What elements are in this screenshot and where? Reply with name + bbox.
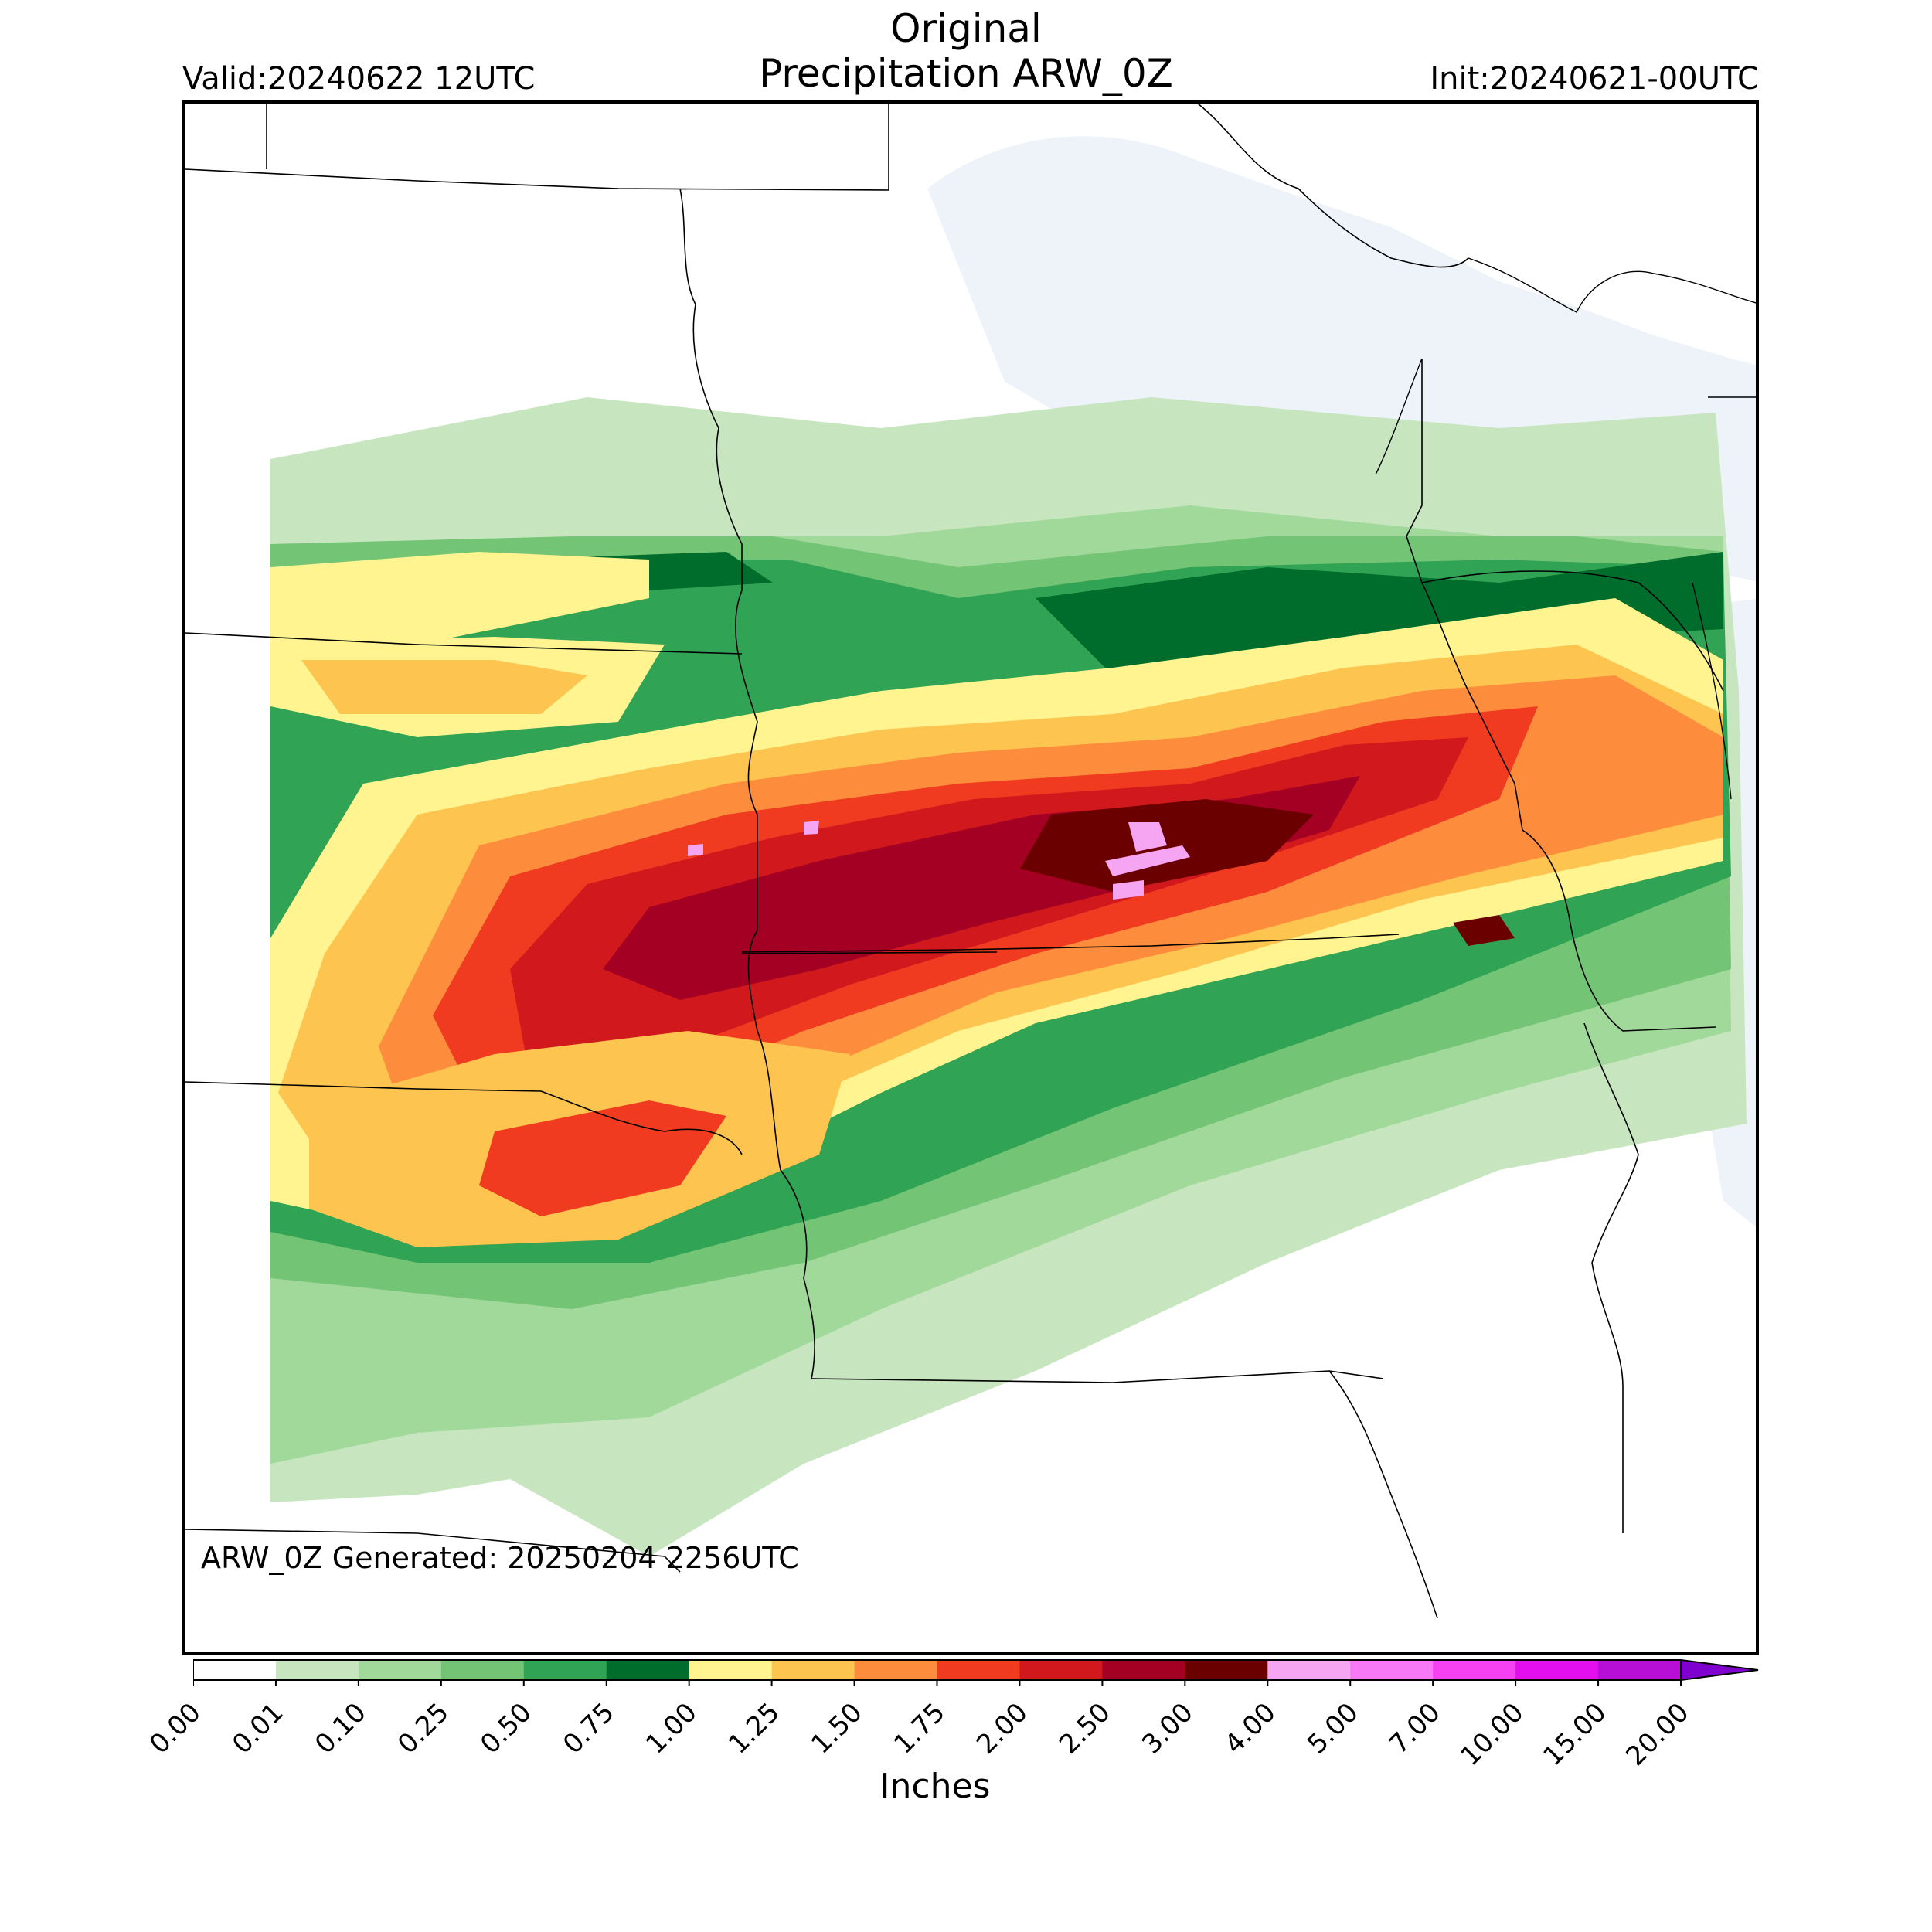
colorbar-label: Inches bbox=[879, 1767, 991, 1806]
colorbar-extend-arrow bbox=[1680, 1658, 1759, 1682]
colorbar-tick-label: 15.00 bbox=[1537, 1696, 1613, 1772]
colorbar-tick-label: 0.50 bbox=[474, 1696, 538, 1760]
colorbar-tick-label: 5.00 bbox=[1301, 1696, 1365, 1760]
political-boundaries bbox=[185, 104, 1756, 1619]
colorbar-swatch bbox=[854, 1660, 937, 1680]
colorbar-tick-label: 0.00 bbox=[144, 1696, 208, 1760]
colorbar-swatch bbox=[193, 1660, 277, 1680]
colorbar-swatch bbox=[1267, 1660, 1351, 1680]
precipitation-map: ARW_0Z Generated: 20250204 2256UTC bbox=[182, 100, 1759, 1655]
colorbar-swatch bbox=[523, 1660, 607, 1680]
colorbar-swatch bbox=[771, 1660, 855, 1680]
colorbar-swatch bbox=[1598, 1660, 1682, 1680]
precipitation-field bbox=[270, 397, 1747, 1556]
colorbar-swatch bbox=[689, 1660, 773, 1680]
colorbar-tick-label: 0.75 bbox=[557, 1696, 621, 1760]
colorbar-tick-label: 20.00 bbox=[1620, 1696, 1696, 1772]
colorbar-tick-label: 7.00 bbox=[1383, 1696, 1447, 1760]
colorbar-tick-label: 1.75 bbox=[887, 1696, 951, 1760]
colorbar-swatch bbox=[440, 1660, 525, 1680]
colorbar-tick-label: 1.25 bbox=[722, 1696, 786, 1760]
colorbar-tick-label: 10.00 bbox=[1454, 1696, 1530, 1772]
colorbar-swatch bbox=[937, 1660, 1020, 1680]
colorbar-swatch bbox=[1185, 1660, 1268, 1680]
colorbar-tick-label: 0.10 bbox=[309, 1696, 373, 1760]
colorbar-tick-label: 2.50 bbox=[1053, 1696, 1117, 1760]
colorbar-swatch bbox=[606, 1660, 690, 1680]
colorbar-tick-label: 4.00 bbox=[1218, 1696, 1282, 1760]
colorbar-tick-label: 2.00 bbox=[970, 1696, 1034, 1760]
init-time-label: Init:20240621-00UTC bbox=[1430, 61, 1759, 97]
colorbar-tick-label: 3.00 bbox=[1135, 1696, 1199, 1760]
colorbar-swatch bbox=[358, 1660, 442, 1680]
colorbar bbox=[193, 1658, 1759, 1686]
generated-timestamp: ARW_0Z Generated: 20250204 2256UTC bbox=[201, 1541, 799, 1575]
colorbar-tick-label: 1.50 bbox=[804, 1696, 869, 1760]
colorbar-swatch bbox=[1515, 1660, 1599, 1680]
colorbar-swatches bbox=[193, 1658, 1759, 1686]
title-line-2: Precipitation ARW_0Z bbox=[759, 51, 1173, 96]
lake-shoreline bbox=[1375, 257, 1756, 800]
title-line-1: Original bbox=[890, 6, 1042, 51]
colorbar-tick-label: 0.25 bbox=[392, 1696, 455, 1760]
colorbar-swatch bbox=[1102, 1660, 1185, 1680]
colorbar-swatch bbox=[275, 1660, 359, 1680]
map-canvas bbox=[185, 104, 1756, 1619]
valid-time-label: Valid:20240622 12UTC bbox=[182, 61, 536, 97]
colorbar-swatch bbox=[1433, 1660, 1516, 1680]
colorbar-swatch bbox=[1350, 1660, 1434, 1680]
colorbar-tick-label: 0.01 bbox=[226, 1696, 291, 1760]
colorbar-swatch bbox=[1019, 1660, 1103, 1680]
colorbar-tick-label: 1.00 bbox=[639, 1696, 703, 1760]
